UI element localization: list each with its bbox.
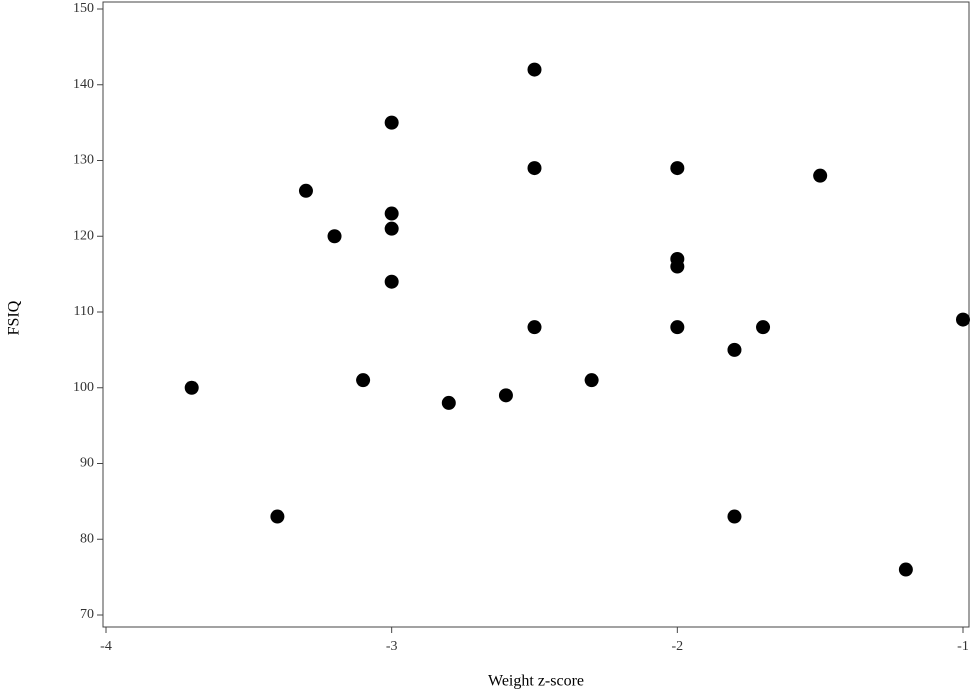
y-tick-label: 110 [74,304,94,319]
y-tick-label: 70 [80,607,94,622]
x-tick-label: -3 [386,639,398,654]
point [184,380,199,395]
y-tick-label: 130 [73,153,94,168]
point [498,388,513,403]
point [670,259,685,274]
plot-frame [102,1,970,628]
point [384,115,399,130]
point [670,161,685,176]
point [384,221,399,236]
y-tick-label: 120 [73,228,94,243]
point [527,62,542,77]
point [384,274,399,289]
point [527,161,542,176]
point [441,395,456,410]
x-tick-label: -4 [100,639,112,654]
point [727,509,742,524]
point [327,229,342,244]
y-tick-label: 90 [80,456,94,471]
y-tick-label: 80 [80,531,94,546]
point [384,206,399,221]
point [813,168,828,183]
x-tick-label: -1 [957,639,969,654]
point [270,509,285,524]
y-tick-label: 100 [73,380,94,395]
x-axis-title: Weight z-score [488,673,584,690]
y-axis-title: FSIQ [6,300,23,335]
point [527,320,542,335]
point [584,373,599,388]
point [898,562,913,577]
x-tick-label: -2 [671,639,683,654]
point [727,342,742,357]
point [356,373,371,388]
point [298,183,313,198]
y-tick-label: 140 [73,77,94,92]
point [956,312,970,327]
y-tick-label: 150 [73,1,94,16]
point [756,320,771,335]
point [670,320,685,335]
